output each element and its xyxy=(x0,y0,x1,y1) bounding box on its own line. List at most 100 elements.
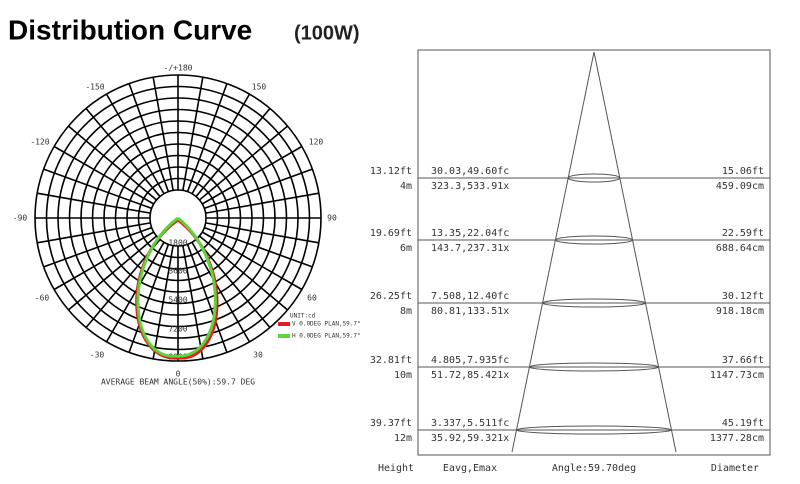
title: Distribution Curve xyxy=(8,14,252,45)
row-label: 323.3,533.91x xyxy=(431,181,509,192)
cone-edge xyxy=(593,51,677,453)
grid-spoke xyxy=(201,231,303,291)
beam-ellipse xyxy=(528,362,660,372)
row-label: 3.337,5.511fc xyxy=(431,418,509,429)
unit: UNIT:cd xyxy=(290,313,316,320)
row-label: 13.12ft xyxy=(370,166,412,177)
row-label: 10m xyxy=(394,370,412,381)
grid-spoke xyxy=(191,241,251,343)
row-label: 39.37ft xyxy=(370,418,412,429)
grid-spoke xyxy=(205,192,319,214)
row-label: 80.81,133.51x xyxy=(431,306,509,317)
row-label: 918.18cm xyxy=(716,306,764,317)
grid-spoke xyxy=(182,245,204,359)
angle-label: -/+180 xyxy=(164,64,193,73)
angle-label: -150 xyxy=(85,83,104,92)
grid-spoke xyxy=(85,107,161,198)
grid-spoke xyxy=(195,107,271,198)
grid-spoke xyxy=(37,192,151,214)
cone-edge xyxy=(511,51,595,453)
grid-spoke xyxy=(43,226,152,268)
angle-label: -30 xyxy=(90,351,105,360)
row-label: 19.69ft xyxy=(370,228,412,239)
row-label: 6m xyxy=(400,243,412,254)
row-label: 7.508,12.40fc xyxy=(431,291,509,302)
footer-label: Eavg,Emax xyxy=(443,463,497,474)
grid-spoke xyxy=(67,125,158,201)
frame xyxy=(417,49,771,456)
row-label: 4m xyxy=(400,181,412,192)
grid-spoke xyxy=(204,226,313,268)
row-label: 1377.28cm xyxy=(710,433,764,444)
legend-label: H 0.0DEG PLAN,59.7° xyxy=(292,333,361,340)
angle-label: 30 xyxy=(253,351,263,360)
row-label: 30.03,49.60fc xyxy=(431,166,509,177)
row-label: 8m xyxy=(400,306,412,317)
legend-swatch xyxy=(278,334,290,338)
row-label: 30.12ft xyxy=(722,291,764,302)
footer-label: Diameter xyxy=(711,463,759,474)
grid-spoke xyxy=(105,93,165,195)
row-label: 4.805,7.935fc xyxy=(431,355,509,366)
curves xyxy=(135,216,219,360)
grid-spoke xyxy=(186,83,228,192)
row-label: 143.7,237.31x xyxy=(431,243,509,254)
angle-label: 90 xyxy=(327,214,337,223)
grid-spoke xyxy=(152,245,174,359)
grid-spoke xyxy=(43,168,152,210)
footer-label: Angle:59.70deg xyxy=(552,463,636,474)
grid-spoke xyxy=(198,235,289,311)
grid-spoke xyxy=(195,238,271,329)
angle-label: -90 xyxy=(13,214,28,223)
row-label: 26.25ft xyxy=(370,291,412,302)
row-label: 51.72,85.421x xyxy=(431,370,509,381)
grid-spoke xyxy=(204,168,313,210)
cone-diagram xyxy=(417,49,771,456)
angle-label: -120 xyxy=(30,138,49,147)
grid-spoke xyxy=(37,222,151,244)
beam-ellipse xyxy=(567,173,621,183)
grid-spoke xyxy=(67,235,158,311)
grid-spoke xyxy=(182,77,204,191)
grid-spoke xyxy=(53,145,155,205)
beam-ellipse xyxy=(542,298,646,308)
footer-label: Height xyxy=(378,463,414,474)
angle-label: 120 xyxy=(309,138,324,147)
legend-label: V 0.0DEG PLAN,59.7° xyxy=(292,321,361,328)
row-label: 37.66ft xyxy=(722,355,764,366)
grid-spoke xyxy=(186,244,228,353)
grid-spoke xyxy=(201,145,303,205)
row-label: 45.19ft xyxy=(722,418,764,429)
angle-label: 150 xyxy=(252,83,267,92)
grid-spoke xyxy=(128,244,170,353)
grid-spoke xyxy=(191,93,251,195)
footer: Height Eavg,Emax Angle:59.70deg Diameter xyxy=(378,463,759,474)
row-label: 22.59ft xyxy=(722,228,764,239)
grid-spoke xyxy=(105,241,165,343)
row-label: 13.35,22.04fc xyxy=(431,228,509,239)
row-label: 15.06ft xyxy=(722,166,764,177)
row-label: 459.09cm xyxy=(716,181,764,192)
row-label: 12m xyxy=(394,433,412,444)
radial-label: 3600 xyxy=(168,267,187,276)
radial-label: 5400 xyxy=(168,296,187,305)
grid-spoke xyxy=(128,83,170,192)
angle-label: -60 xyxy=(35,294,50,303)
legend-swatch xyxy=(278,322,290,326)
subtitle: (100W) xyxy=(294,22,360,44)
angle-label: 60 xyxy=(307,294,317,303)
row-label: 1147.73cm xyxy=(710,370,764,381)
grid-spoke xyxy=(152,77,174,191)
row-label: 35.92,59.321x xyxy=(431,433,509,444)
angle-label: 0 xyxy=(176,370,181,379)
caption: AVERAGE BEAM ANGLE(50%):59.7 DEG xyxy=(101,378,255,387)
grid-spoke xyxy=(53,231,155,291)
grid-spoke xyxy=(205,222,319,244)
beam-ellipse xyxy=(554,235,634,245)
row-label: 32.81ft xyxy=(370,355,412,366)
grid-spoke xyxy=(198,125,289,201)
radial-label: 7200 xyxy=(168,325,187,334)
radial-label: 1800 xyxy=(168,239,187,248)
h-curve xyxy=(136,216,217,358)
